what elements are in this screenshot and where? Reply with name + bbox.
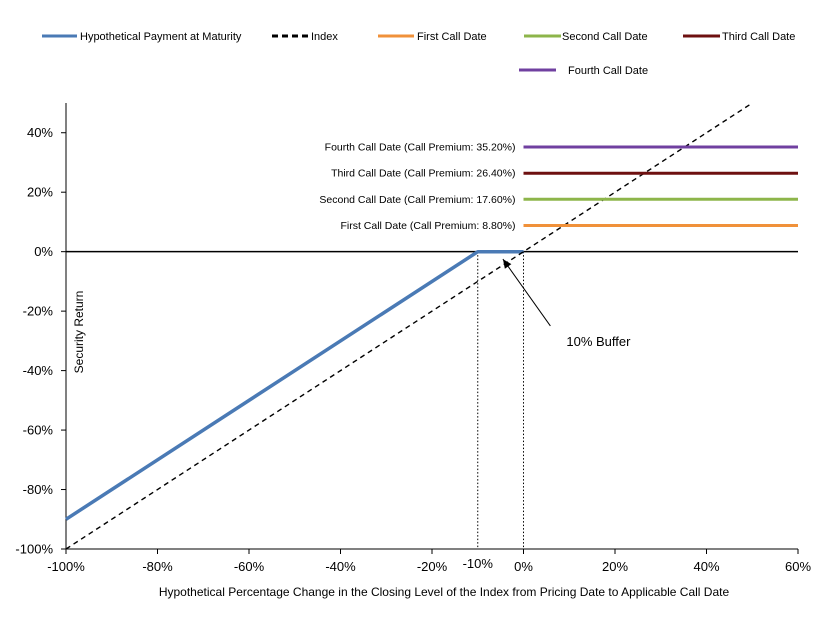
legend-label-first-call-date: First Call Date: [417, 31, 487, 43]
x-extra-tick-label: -10%: [463, 556, 494, 571]
y-tick-label: -20%: [23, 304, 54, 319]
x-tick-label: -20%: [417, 559, 448, 574]
y-axis-title: Security Return: [72, 291, 86, 374]
y-tick-label: -100%: [15, 542, 53, 557]
y-tick-label: 40%: [27, 125, 53, 140]
legend: Hypothetical Payment at Maturity Index Fir…: [42, 31, 795, 77]
x-tick-label: -80%: [142, 559, 173, 574]
x-tick-label: -60%: [234, 559, 265, 574]
call-label-fourth-call-date: Fourth Call Date (Call Premium: 35.20%): [325, 142, 516, 154]
x-tick-label: -40%: [325, 559, 356, 574]
legend-label-hypothetical-payment-at-maturity: Hypothetical Payment at Maturity: [80, 31, 242, 43]
series-hypothetical-payment-at-maturity: [65, 249, 524, 521]
buffer-arrow-line: [502, 258, 551, 327]
call-label-third-call-date: Third Call Date (Call Premium: 26.40%): [331, 168, 515, 180]
x-axis-title: Hypothetical Percentage Change in the Cl…: [159, 585, 730, 599]
x-tick-label: 0%: [514, 559, 533, 574]
plot-area: -100% -80% -60% -40% -20% 0% 20% 40% -100% -80% -6…: [15, 102, 811, 574]
y-tick-label: -60%: [23, 423, 54, 438]
buffer-arrow-head: [502, 259, 512, 269]
y-tick-label: -40%: [23, 363, 54, 378]
legend-label-second-call-date: Second Call Date: [562, 31, 648, 43]
x-tick-label: 60%: [785, 559, 811, 574]
legend-label-third-call-date: Third Call Date: [722, 31, 795, 43]
call-label-second-call-date: Second Call Date (Call Premium: 17.60%): [319, 194, 515, 206]
y-tick-label: 0%: [34, 244, 53, 259]
x-tick-label: 40%: [693, 559, 719, 574]
legend-label-fourth-call-date: Fourth Call Date: [568, 65, 648, 77]
legend-label-index: Index: [311, 31, 338, 43]
call-label-first-call-date: First Call Date (Call Premium: 8.80%): [340, 220, 515, 232]
y-tick-label: -80%: [23, 482, 54, 497]
y-tick-label: 20%: [27, 185, 53, 200]
x-tick-label: -100%: [47, 559, 85, 574]
x-tick-label: 20%: [602, 559, 628, 574]
series-index: [65, 102, 753, 550]
buffer-annotation: 10% Buffer: [566, 334, 631, 349]
